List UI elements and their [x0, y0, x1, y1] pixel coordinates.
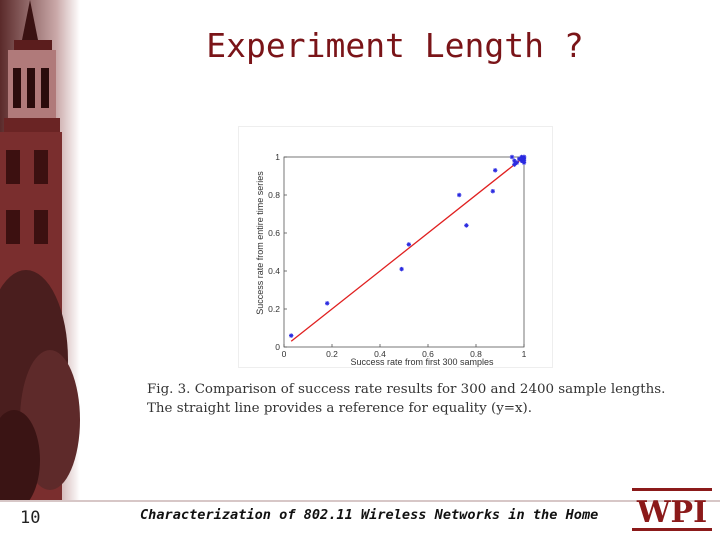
- wpi-logo-text: WPI: [636, 495, 707, 530]
- caption-line-2: The straight line provides a reference f…: [147, 401, 533, 416]
- x-tick-label: 1: [522, 349, 527, 359]
- clock-tower-photo: [0, 0, 80, 500]
- data-point: [406, 242, 411, 247]
- data-point: [457, 192, 462, 198]
- page-number: 10: [20, 508, 41, 528]
- scatter-chart: 0 0.2 0.4 0.6 0.8 1 0 0.2 0.4 0.6 0.8 1 Success ra…: [255, 152, 527, 367]
- x-tick-label: 0.2: [326, 349, 338, 359]
- slide-title: Experiment Length ?: [206, 26, 584, 65]
- y-tick-label: 0.4: [268, 266, 280, 276]
- data-point: [289, 333, 294, 338]
- data-point: [325, 301, 330, 306]
- y-tick-label: 0: [275, 342, 280, 352]
- x-tick-label: 0: [282, 349, 287, 359]
- reference-line: [290, 156, 525, 342]
- data-point: [399, 266, 404, 272]
- data-point: [509, 154, 515, 160]
- x-axis-label: Success rate from first 300 samples: [350, 357, 494, 367]
- footer-text: Characterization of 802.11 Wireless Netw…: [140, 507, 599, 523]
- data-point: [521, 160, 527, 165]
- y-tick-label: 1: [275, 152, 280, 162]
- data-point: [514, 160, 519, 165]
- data-point: [490, 189, 495, 194]
- data-point: [493, 168, 498, 173]
- y-tick-label: 0.6: [268, 228, 280, 238]
- x-tick-label: 0.4: [374, 349, 386, 359]
- x-tick-label: 0.6: [422, 349, 434, 359]
- figure-caption: Fig. 3. Comparison of success rate resul…: [147, 380, 687, 418]
- y-tick-label: 0.2: [268, 304, 280, 314]
- wpi-logo: WPI: [632, 488, 712, 531]
- caption-line-1: Fig. 3. Comparison of success rate resul…: [147, 382, 666, 397]
- plot-area-frame: [283, 156, 525, 348]
- y-axis-label: Success rate from entire time series: [255, 171, 265, 315]
- scatter-figure: 0 0.2 0.4 0.6 0.8 1 0 0.2 0.4 0.6 0.8 1 Success ra…: [238, 126, 553, 368]
- data-point: [521, 154, 527, 160]
- y-tick-label: 0.8: [268, 190, 280, 200]
- x-tick-label: 0.8: [470, 349, 482, 359]
- data-point: [464, 223, 469, 228]
- footer-divider: [0, 500, 720, 502]
